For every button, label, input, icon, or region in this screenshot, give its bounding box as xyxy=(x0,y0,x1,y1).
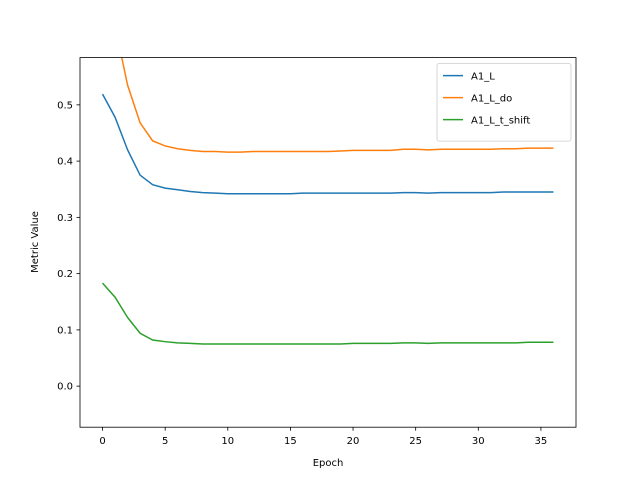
x-tick-label: 0 xyxy=(99,436,105,447)
y-tick-label: 0.5 xyxy=(57,100,73,111)
data-line xyxy=(101,93,554,195)
y-tick-label: 0.1 xyxy=(57,325,73,336)
data-line xyxy=(120,57,554,153)
x-axis-label: Epoch xyxy=(313,458,344,469)
x-tick-label: 20 xyxy=(347,436,360,447)
legend-label: A1_L_do xyxy=(471,94,512,105)
y-tick-label: 0.4 xyxy=(57,157,73,168)
y-tick-label: 0.0 xyxy=(57,382,73,393)
data-line xyxy=(101,282,554,345)
x-tick-label: 5 xyxy=(162,436,168,447)
y-tick-label: 0.2 xyxy=(57,269,73,280)
legend-label: A1_L_t_shift xyxy=(471,116,530,127)
legend-label: A1_L xyxy=(471,72,495,83)
plot-area xyxy=(101,57,554,345)
axes-frame xyxy=(79,57,577,428)
x-tick-label: 25 xyxy=(409,436,422,447)
x-tick-label: 35 xyxy=(535,436,548,447)
y-tick-label: 0.3 xyxy=(57,213,73,224)
y-axis-label: Metric Value xyxy=(30,211,41,273)
x-tick-label: 30 xyxy=(472,436,485,447)
x-tick-label: 10 xyxy=(221,436,234,447)
legend-box xyxy=(436,63,572,142)
x-tick-label: 15 xyxy=(284,436,297,447)
